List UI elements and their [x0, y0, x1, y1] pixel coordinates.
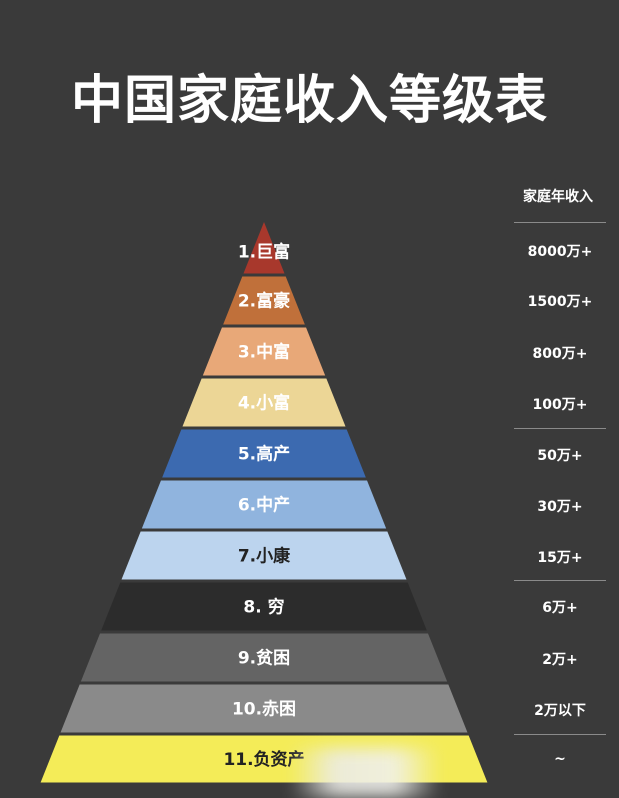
- tier-label-8: 8. 穷: [243, 597, 284, 618]
- pyramid-tier-8: [101, 582, 427, 631]
- income-value-11: ~: [554, 751, 566, 767]
- tier-label-9: 9.贫困: [238, 648, 290, 669]
- pyramid-tier-3: [202, 327, 326, 376]
- tier-label-5: 5.高产: [238, 444, 290, 465]
- watermark-blur: [290, 748, 440, 798]
- pyramid-tier-10: [60, 684, 468, 733]
- income-separator: [514, 734, 606, 735]
- income-value-9: 2万+: [542, 652, 578, 668]
- income-value-10: 2万以下: [534, 703, 586, 719]
- tier-label-10: 10.赤困: [232, 699, 296, 720]
- income-value-4: 100万+: [532, 397, 588, 413]
- tier-label-6: 6.中产: [238, 495, 290, 516]
- tier-label-1: 1.巨富: [238, 242, 290, 263]
- page-title: 中国家庭收入等级表: [70, 71, 548, 131]
- pyramid-tier-1: [243, 222, 285, 274]
- pyramid-tier-4: [182, 378, 346, 427]
- income-value-8: 6万+: [542, 600, 578, 616]
- pyramid-tier-7: [121, 531, 407, 580]
- tier-label-11: 11.负资产: [223, 749, 304, 770]
- tier-label-2: 2.富豪: [238, 291, 290, 312]
- pyramid-tier-9: [80, 633, 448, 682]
- income-value-6: 30万+: [537, 499, 583, 515]
- income-value-3: 800万+: [532, 346, 588, 362]
- pyramid-tier-2: [223, 276, 305, 325]
- tier-label-7: 7.小康: [238, 546, 291, 567]
- income-value-5: 50万+: [537, 448, 583, 464]
- tier-label-4: 4.小富: [238, 393, 290, 414]
- income-value-7: 15万+: [537, 550, 583, 566]
- pyramid-tier-5: [162, 429, 366, 478]
- income-value-2: 1500万+: [527, 294, 593, 310]
- income-value-1: 8000万+: [527, 244, 593, 260]
- income-column-header: 家庭年收入: [523, 189, 593, 205]
- tier-label-3: 3.中富: [238, 342, 290, 363]
- income-separator: [514, 580, 606, 581]
- income-separator: [514, 428, 606, 429]
- income-separator: [514, 222, 606, 223]
- pyramid-tier-6: [141, 480, 387, 529]
